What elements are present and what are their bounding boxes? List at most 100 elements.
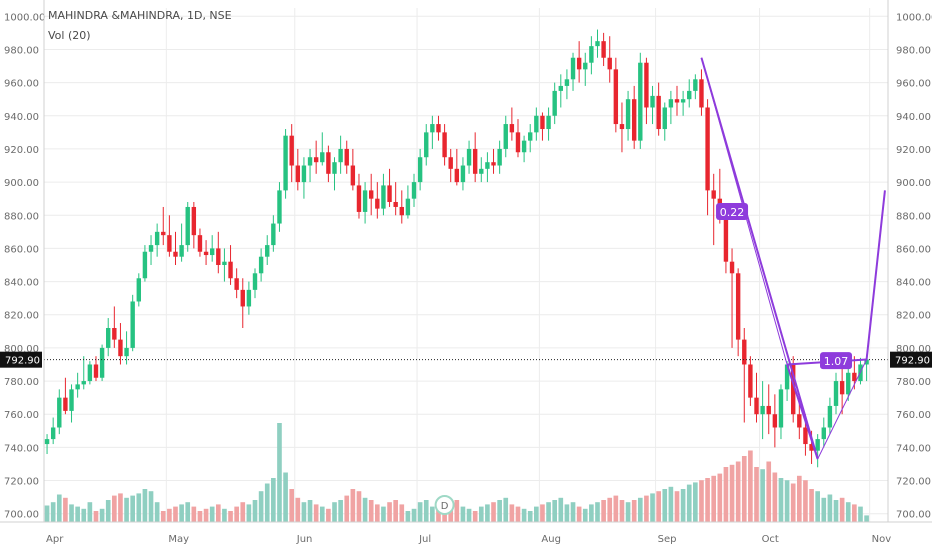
candle-layer — [44, 29, 869, 468]
volume-bar — [735, 461, 741, 522]
pattern-ratio-line — [817, 359, 868, 460]
candle-body — [503, 124, 508, 149]
volume-bar — [301, 502, 307, 522]
volume-bar — [423, 500, 429, 522]
volume-bar — [362, 497, 368, 522]
volume-bar — [699, 480, 704, 522]
candle-body — [430, 124, 435, 133]
volume-bar — [534, 506, 539, 522]
candle-body — [656, 95, 661, 130]
candle-body — [216, 248, 221, 265]
candle-body — [797, 414, 802, 428]
candle-body — [99, 347, 105, 378]
volume-bar — [668, 486, 674, 522]
candle-body — [295, 165, 301, 183]
y-tick-label-right: 700.00 — [896, 510, 931, 521]
candle-body — [638, 62, 643, 141]
last-price-label-right: 792.90 — [895, 356, 930, 367]
volume-bar — [864, 515, 869, 522]
x-tick-label: Nov — [872, 534, 892, 545]
candle-body — [485, 162, 490, 169]
candle-body — [644, 62, 649, 108]
y-tick-label-left: 800.00 — [4, 344, 39, 355]
candle-body — [277, 190, 282, 224]
volume-bar — [112, 495, 117, 522]
volume-layer — [44, 423, 869, 522]
candle-body — [417, 157, 423, 183]
candle-body — [436, 124, 441, 133]
candle-body — [515, 132, 521, 153]
volume-bar — [160, 511, 166, 522]
volume-bar — [374, 504, 380, 522]
volume-bar — [509, 504, 515, 522]
candle-body — [283, 135, 288, 191]
y-tick-label-left: 880.00 — [4, 211, 39, 222]
candle-body — [509, 124, 515, 133]
pattern-leg — [786, 364, 819, 460]
volume-bar — [503, 497, 509, 522]
candle-body — [197, 235, 203, 252]
volume-bar — [387, 502, 392, 522]
volume-bar — [185, 502, 191, 522]
candle-body — [778, 389, 784, 428]
volume-bar — [552, 500, 558, 522]
candle-body — [106, 328, 111, 348]
y-tick-label-right: 940.00 — [896, 112, 931, 123]
volume-bar — [313, 504, 319, 522]
volume-bar — [430, 506, 435, 522]
candle-body — [369, 190, 374, 199]
volume-bar — [368, 500, 374, 522]
pattern-leg — [700, 57, 819, 460]
candle-body — [454, 168, 460, 183]
candle-body — [93, 364, 99, 378]
volume-bar — [295, 497, 301, 522]
pattern-layer: 792.90 792.90 0.22 1.07 D — [0, 57, 932, 515]
candle-body — [466, 148, 472, 166]
candle-body — [558, 85, 563, 91]
volume-bar — [283, 472, 288, 522]
volume-bar — [142, 489, 148, 522]
volume-bar — [197, 511, 203, 522]
volume-bar — [674, 491, 680, 522]
candle-body — [662, 107, 667, 130]
volume-bar — [485, 504, 490, 522]
y-tick-label-right: 800.00 — [896, 344, 931, 355]
dividend-marker-label: D — [441, 501, 449, 512]
volume-bar — [472, 511, 478, 522]
volume-bar — [173, 506, 178, 522]
candle-body — [320, 152, 325, 163]
volume-bar — [75, 506, 80, 522]
candle-body — [356, 185, 362, 212]
volume-bar — [595, 502, 600, 522]
volume-bar — [790, 483, 796, 522]
candle-body — [313, 157, 319, 163]
candle-body — [864, 359, 869, 365]
volume-bar — [63, 497, 68, 522]
y-tick-label-left: 780.00 — [4, 377, 39, 388]
volume-bar — [118, 493, 123, 522]
volume-bar — [124, 497, 129, 522]
y-tick-label-right: 980.00 — [896, 45, 931, 56]
candle-body — [460, 165, 466, 183]
candle-body — [631, 99, 637, 141]
x-tick-label: Jul — [418, 534, 431, 545]
volume-bar — [87, 502, 93, 522]
y-tick-label-right: 740.00 — [896, 443, 931, 454]
volume-bar — [130, 495, 136, 522]
candle-body — [387, 185, 392, 202]
volume-bar — [644, 495, 649, 522]
candle-body — [258, 256, 264, 274]
y-tick-label-right: 780.00 — [896, 377, 931, 388]
candle-body — [124, 347, 129, 357]
volume-bar — [754, 467, 759, 522]
candle-body — [821, 427, 826, 440]
volume-bar — [405, 511, 411, 522]
volume-bar — [277, 423, 282, 522]
candle-body — [234, 278, 239, 290]
candle-body — [472, 148, 478, 174]
candle-body — [185, 206, 190, 246]
x-tick-label: Oct — [762, 534, 779, 545]
y-tick-label-right: 820.00 — [896, 311, 931, 322]
